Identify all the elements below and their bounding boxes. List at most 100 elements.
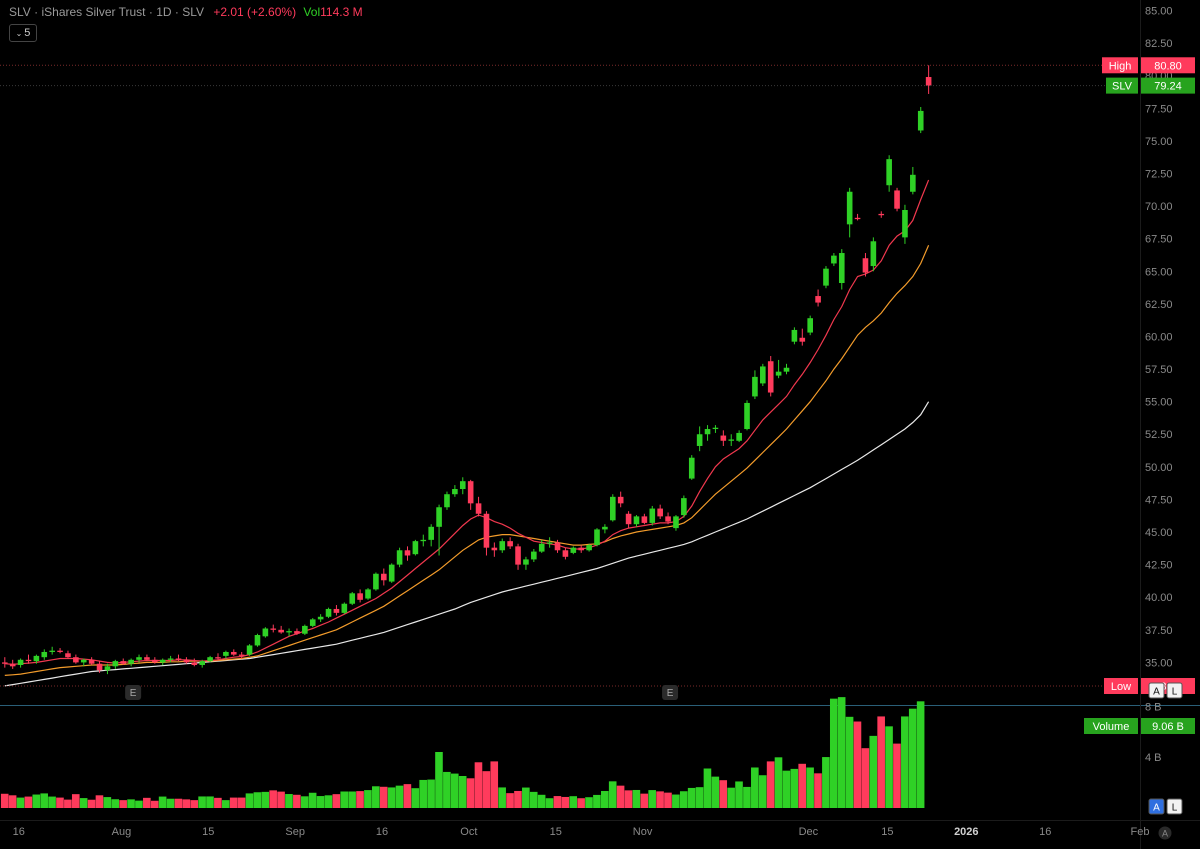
candle	[49, 646, 55, 655]
time-tick-label: 15	[550, 826, 562, 838]
volume-bar	[443, 771, 451, 808]
volume-bar	[277, 791, 285, 808]
volume-bar	[806, 767, 814, 808]
last-price-badge-value: 79.24	[1154, 81, 1182, 93]
candle	[602, 524, 608, 534]
candle	[365, 588, 371, 600]
candle-body	[554, 542, 561, 551]
candle-body	[775, 371, 782, 376]
volume-bar	[166, 798, 175, 808]
candle	[894, 187, 900, 212]
volume-bar	[261, 791, 270, 808]
volume-bar	[32, 794, 41, 808]
volume-bar	[387, 787, 396, 808]
volume-bar	[143, 797, 151, 808]
candle	[444, 491, 450, 510]
volume-bar	[356, 791, 364, 808]
log-scale-button-bg	[1166, 682, 1183, 699]
candle	[254, 633, 261, 647]
candle-body	[404, 550, 411, 556]
volume-bar	[687, 787, 696, 808]
volume-bar	[774, 757, 783, 808]
time-tick-label: 16	[13, 826, 25, 838]
time-axis[interactable]: 16Aug15Sep16Oct15NovDec15202616Feb16	[13, 826, 1200, 838]
volume-bar	[498, 787, 506, 808]
candle-body	[578, 547, 585, 551]
candle	[523, 556, 529, 570]
price-tick-label: 40.00	[1145, 592, 1173, 604]
header-symbol[interactable]: SLV	[9, 5, 31, 19]
volume-bar	[0, 793, 9, 808]
candle-body	[73, 657, 79, 663]
axis-auto-button[interactable]: A	[1158, 826, 1172, 840]
volume-auto-button-label: A	[1153, 803, 1160, 814]
volume-bar	[48, 796, 56, 808]
candle-body	[420, 539, 427, 542]
volume-bar	[648, 790, 656, 808]
header-interval[interactable]: 1D	[156, 5, 172, 19]
volume-badge-label-bg	[1084, 718, 1138, 734]
candle-body	[246, 645, 253, 655]
volume-bar	[474, 762, 483, 808]
candle-body	[523, 559, 529, 565]
volume-bar	[758, 775, 767, 808]
earnings-marker[interactable]: E	[125, 685, 142, 700]
volume-bar	[569, 796, 578, 808]
price-guides	[0, 64, 1140, 687]
candle-body	[917, 110, 924, 131]
candle-body	[357, 593, 363, 600]
candle-body	[633, 516, 640, 525]
candle-body	[136, 657, 142, 660]
candle-body	[515, 546, 521, 565]
candle-body	[57, 650, 63, 652]
candle-body	[688, 457, 695, 479]
candle	[404, 546, 411, 561]
candle-body	[128, 659, 134, 664]
candle	[562, 547, 569, 560]
volume-axis[interactable]: 4 B 8 B	[1145, 701, 1162, 764]
volume-bar	[600, 790, 609, 808]
candle	[657, 504, 663, 519]
candle-body	[673, 516, 679, 529]
volume-auto-button-bg	[1148, 798, 1165, 815]
axis-controls[interactable]: A L A L A	[1148, 682, 1183, 840]
candle-body	[815, 296, 821, 303]
candle	[854, 213, 861, 221]
candle	[862, 253, 869, 277]
period-selector[interactable]: ⌄ 5	[9, 24, 37, 42]
candle-body	[388, 564, 395, 582]
candle-body	[412, 541, 419, 555]
volume-bar	[237, 797, 246, 808]
candle	[278, 625, 284, 634]
volume-bar	[419, 779, 427, 808]
candle-body	[894, 190, 900, 209]
candle	[144, 654, 150, 662]
candle	[341, 602, 348, 615]
volume-bar	[95, 795, 104, 808]
time-tick-label: Dec	[799, 826, 819, 838]
candle	[823, 266, 829, 289]
volume-bar	[522, 787, 530, 808]
candle	[767, 356, 774, 397]
high-badge-value-bg	[1141, 57, 1195, 74]
volume-bar	[40, 793, 48, 808]
earnings-marker[interactable]: E	[662, 685, 679, 700]
volume-bar	[829, 698, 838, 808]
volume-auto-button[interactable]: A	[1148, 798, 1165, 815]
header-separator: ·	[145, 5, 157, 19]
candle-body	[41, 651, 48, 658]
time-tick-label: Aug	[112, 826, 132, 838]
candle	[617, 491, 624, 508]
candle	[775, 359, 782, 379]
volume-bar	[316, 796, 325, 808]
volume-tick-label: 8 B	[1145, 701, 1162, 713]
candle	[452, 485, 458, 497]
volume-log-button[interactable]: L	[1166, 798, 1183, 815]
volume-bar	[482, 771, 491, 808]
price-axis[interactable]: 35.00 37.50 40.00 42.50 45.00 47.50 50.00 52.50…	[1145, 6, 1173, 670]
log-scale-button[interactable]: L	[1166, 682, 1183, 699]
auto-scale-button[interactable]: A	[1148, 682, 1165, 699]
candle-body	[681, 498, 687, 516]
